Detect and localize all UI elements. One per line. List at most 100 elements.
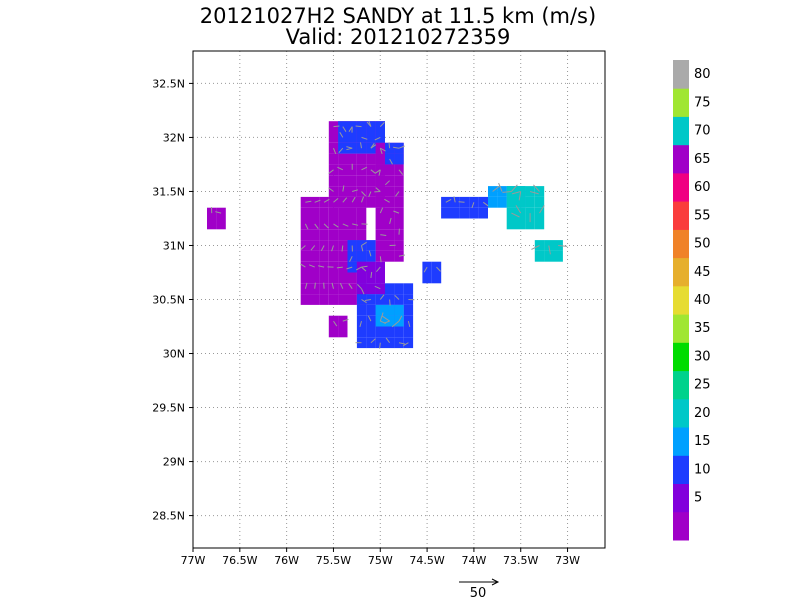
wind-cell: [403, 326, 414, 338]
x-tick-label: 75W: [368, 554, 393, 567]
wind-vector: [391, 320, 400, 328]
wind-cell: [385, 326, 395, 338]
y-tick-label: 32.5N: [152, 77, 185, 90]
wind-cell: [366, 175, 376, 186]
wind-vector: [379, 294, 385, 300]
wind-cell: [385, 315, 395, 327]
wind-vector: [375, 187, 381, 192]
wind-vector: [336, 266, 343, 269]
wind-cell: [356, 326, 367, 338]
wind-vector: [402, 342, 409, 347]
wind-cell: [422, 272, 432, 284]
wind-vector: [374, 285, 381, 290]
wind-cell: [319, 229, 329, 241]
colorbar-label: 75: [694, 95, 711, 110]
chart-title: 20121027H2 SANDY at 11.5 km (m/s): [200, 4, 596, 28]
wind-vector: [361, 241, 367, 246]
wind-cell: [366, 315, 376, 327]
wind-cell: [366, 196, 376, 208]
wind-cell: [319, 207, 329, 219]
wind-cell: [356, 250, 367, 262]
wind-cell: [394, 304, 404, 316]
colorbar-segment: [673, 60, 689, 89]
wind-cell: [366, 153, 376, 165]
colorbar-segment: [673, 229, 689, 259]
wind-cell: [375, 175, 385, 186]
wind-vector: [361, 245, 364, 252]
wind-cell: [375, 272, 385, 284]
colorbar-label: 50: [694, 237, 711, 252]
wind-cell: [394, 196, 404, 208]
wind-cell: [553, 250, 563, 262]
wind-vector: [339, 283, 344, 289]
wind-cell: [385, 229, 395, 241]
wind-vector: [367, 315, 372, 322]
x-tick-label: 73W: [555, 554, 580, 567]
wind-vector: [215, 211, 222, 214]
wind-cell: [366, 250, 376, 262]
wind-cell: [366, 283, 376, 295]
wind-vector: [383, 320, 390, 324]
wind-vector: [398, 254, 406, 257]
wind-cell: [385, 186, 395, 197]
wind-cell: [319, 294, 329, 305]
colorbar-label: 20: [694, 406, 711, 421]
wind-vector: [531, 245, 540, 250]
colorbar-segment: [673, 511, 689, 541]
wind-cell: [394, 153, 404, 165]
y-tick-label: 30.5N: [152, 294, 185, 307]
wind-cell: [300, 240, 311, 251]
wind-vector: [355, 266, 362, 271]
wind-vector: [352, 189, 359, 192]
colorbar-segment: [673, 483, 689, 513]
colorbar-segment: [673, 144, 689, 174]
wind-cell: [403, 283, 414, 295]
wind-cell: [300, 261, 311, 273]
wind-vector: [333, 125, 340, 128]
wind-cell: [300, 250, 311, 262]
wind-vector: [318, 265, 325, 268]
wind-cell: [385, 207, 395, 219]
wind-cell: [366, 132, 376, 143]
wind-cell: [356, 304, 367, 316]
wind-vector: [309, 264, 315, 268]
wind-vector: [304, 282, 308, 289]
wind-cell: [338, 326, 348, 338]
wind-cell: [394, 218, 404, 230]
wind-vector: [533, 184, 540, 192]
wind-vector: [348, 126, 353, 132]
wind-vector: [378, 169, 381, 176]
wind-vector: [310, 245, 316, 251]
x-tick-label: 76W: [274, 554, 299, 567]
wind-vectors: [211, 120, 568, 349]
wind-vector: [458, 201, 465, 203]
wind-vector: [453, 196, 456, 203]
colorbar-label: 40: [694, 293, 711, 308]
wind-cell: [366, 240, 376, 251]
wind-cell: [403, 304, 414, 316]
wind-cell: [328, 153, 339, 165]
wind-cell: [347, 294, 357, 305]
y-tick-label: 28.5N: [152, 510, 185, 523]
wind-cell: [356, 272, 367, 284]
wind-cell: [366, 186, 376, 197]
wind-vector: [384, 180, 390, 186]
wind-cell: [356, 142, 367, 154]
wind-vector: [314, 223, 319, 229]
colorbar-label: 35: [694, 321, 711, 336]
wind-vector: [361, 288, 365, 295]
wind-cell: [488, 196, 498, 208]
wind-vector: [370, 169, 376, 174]
colorbar-label: 80: [694, 67, 711, 82]
wind-vector: [333, 320, 338, 327]
colorbar-segment: [673, 398, 689, 428]
wind-vector: [342, 197, 348, 203]
wind-vector: [368, 250, 372, 257]
wind-cell: [328, 272, 339, 284]
x-tick-label: 73.5W: [503, 554, 538, 567]
wind-vector: [333, 223, 339, 228]
wind-vector: [359, 320, 362, 328]
wind-cell: [375, 164, 385, 176]
wind-vector: [361, 136, 368, 140]
wind-vector: [379, 312, 384, 322]
